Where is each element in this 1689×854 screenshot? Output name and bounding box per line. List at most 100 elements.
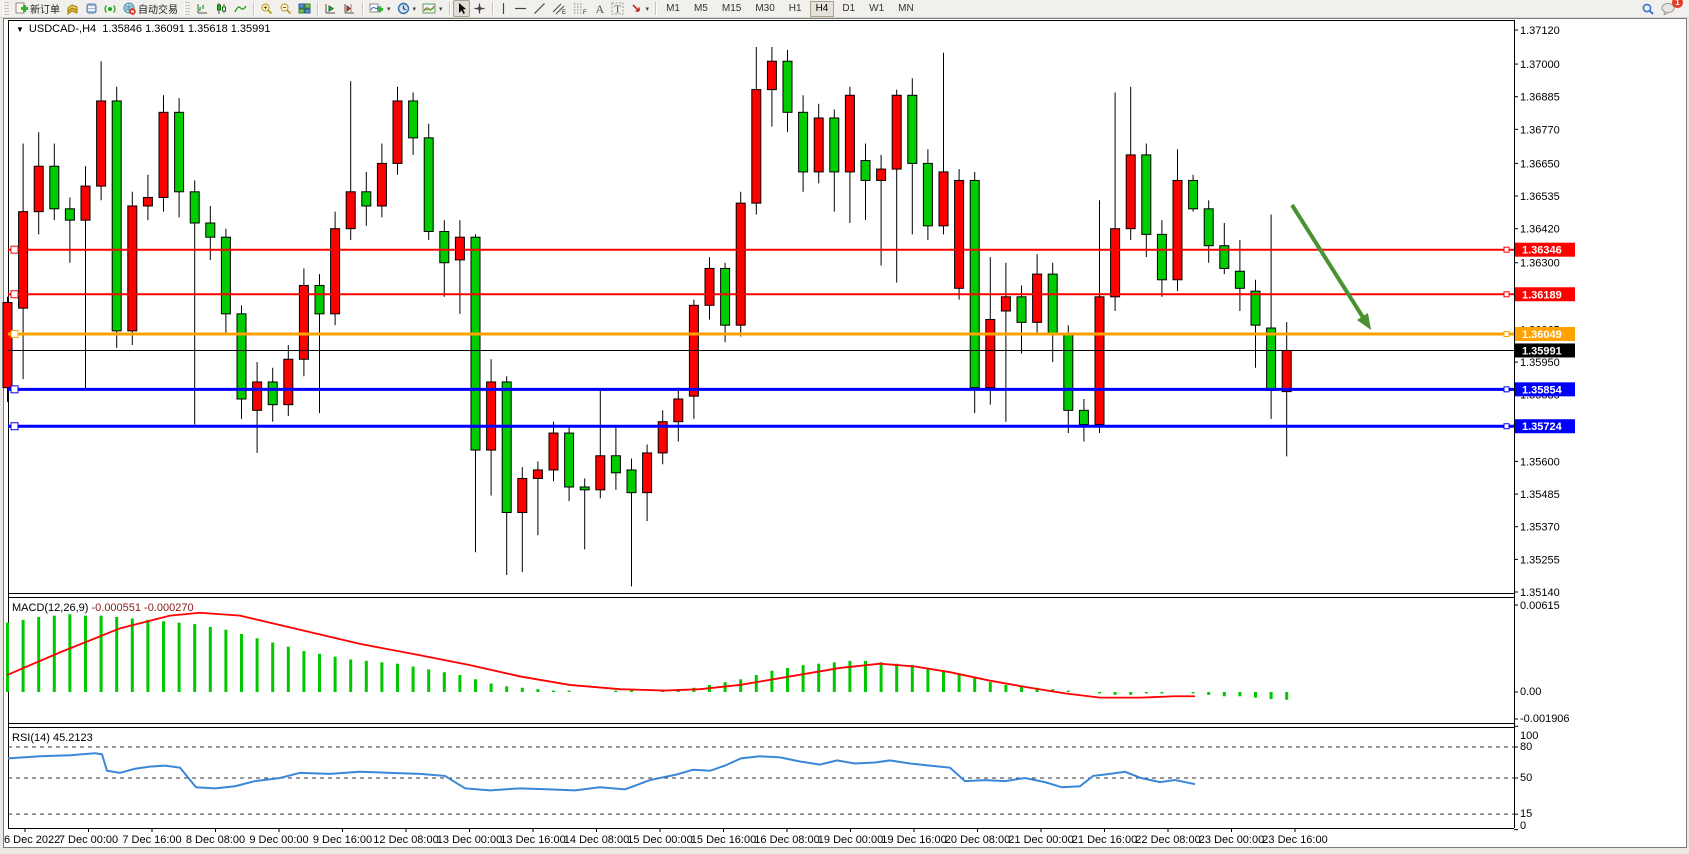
svg-text:21 Dec 00:00: 21 Dec 00:00 [1008,834,1073,846]
svg-text:1.36885: 1.36885 [1520,92,1560,104]
timeframe-W1-button[interactable]: W1 [869,2,885,14]
chat-button[interactable]: 1 [1658,0,1683,17]
templates-button[interactable]: ▾ [419,0,446,17]
tile-windows-button[interactable] [295,0,314,17]
timeframe-M5-button[interactable]: M5 [693,2,708,14]
timeframe-D1-button[interactable]: D1 [842,2,856,14]
hline-handle [1503,423,1510,430]
bear-candle [64,208,75,221]
svg-text:1.36300: 1.36300 [1520,258,1560,270]
macd-pane[interactable]: 0.00615 0.00 -0.001906 MACD(12,26,9) -0.000… [6,600,1570,725]
crosshair-button[interactable] [470,0,489,17]
annotation-arrow-head[interactable] [1356,313,1371,330]
data-window-icon [85,2,98,15]
bull-candle [876,168,887,181]
rsi-label: RSI(14) 45.2123 [12,732,93,744]
zoom-in-icon [260,2,273,15]
toolbar-separator [253,2,254,15]
autotrading-button[interactable]: 自动交易 [120,0,181,17]
hline-handle [1503,246,1510,253]
dropdown-arrow-icon[interactable]: ▾ [439,5,443,13]
arrows-button[interactable]: ▾ [627,0,653,17]
svg-text:1.35600: 1.35600 [1520,456,1560,468]
svg-text:1.36770: 1.36770 [1520,124,1560,136]
timeframe-M1-button[interactable]: M1 [666,2,680,14]
timeframe-M15-button[interactable]: M15 [721,2,742,14]
hline-objects[interactable]: 1.36346 1.36189 1.36049 1.35991 1.35854 1.357… [8,242,1575,434]
svg-text:14 Dec 08:00: 14 Dec 08:00 [564,834,629,846]
timeframe-M30-button[interactable]: M30 [755,2,775,14]
svg-text:1.36346: 1.36346 [1522,245,1562,257]
zoom-in-button[interactable] [257,0,276,17]
bull-candle [252,381,263,411]
annotation-arrow-shaft[interactable] [1290,203,1368,323]
equidistant-channel-button[interactable]: E [549,0,570,17]
bull-candle [1172,179,1183,281]
bear-candle [1203,208,1214,247]
dropdown-arrow-icon[interactable]: ▾ [645,5,650,13]
bear-candle [969,179,980,389]
dropdown-arrow-icon[interactable]: ▾ [387,5,391,13]
dropdown-arrow-icon[interactable]: ▾ [412,5,417,13]
svg-text:20 Dec 08:00: 20 Dec 08:00 [945,834,1010,846]
timeframe-H4-button[interactable]: H4 [809,0,835,17]
zoom-out-button[interactable] [276,0,295,17]
bear-candle [470,236,481,451]
chart-shift-button[interactable] [340,0,359,17]
bull-candle [2,301,13,389]
fibonacci-button[interactable]: F [570,0,591,17]
bear-candle [579,486,590,491]
toolbar-grip[interactable] [3,2,9,15]
auto-scroll-icon [324,2,337,15]
bear-candle [610,455,621,474]
trendline-button[interactable] [530,0,549,17]
indicators-icon [369,2,384,15]
navigator-button[interactable] [101,0,120,17]
navigator-icon [104,2,117,15]
periods-button[interactable]: ▾ [394,0,420,17]
fibonacci-icon: F [573,2,588,15]
timeframe-H1-button[interactable]: H1 [788,2,802,14]
bull-candle [376,162,387,207]
svg-text:1.36535: 1.36535 [1520,191,1560,203]
bear-candle [49,165,60,210]
search-icon [1641,2,1655,16]
vertical-line-button[interactable] [496,0,511,17]
bull-candle [673,398,684,423]
cursor-button[interactable] [452,0,470,17]
bull-candle [844,94,855,173]
bear-candle [626,469,637,494]
price-axis[interactable]: 1.37120 1.37000 1.36885 1.36770 1.36650 1.365… [1514,25,1560,599]
toolbar-grip[interactable] [184,2,190,15]
line-chart-button[interactable] [231,0,250,17]
svg-text:12 Dec 08:00: 12 Dec 08:00 [373,834,438,846]
zoom-out-icon [279,2,292,15]
indicators-button[interactable]: ▾ [366,0,394,17]
svg-text:15 Dec 00:00: 15 Dec 00:00 [627,834,692,846]
templates-icon [422,2,436,15]
timeframe-MN-button[interactable]: MN [898,2,914,14]
new-order-button[interactable]: 新订单 [12,0,63,17]
svg-text:19 Dec 00:00: 19 Dec 00:00 [818,834,883,846]
bull-candle [735,202,746,326]
search-button[interactable] [1638,0,1658,17]
data-window-button[interactable] [82,0,101,17]
autotrading-label: 自动交易 [138,5,178,16]
text-button[interactable]: A [591,0,608,17]
text-label-button[interactable]: T [608,0,627,17]
horizontal-line-button[interactable] [511,0,530,17]
bear-candle [1188,179,1199,210]
market-watch-icon [66,2,79,15]
collapse-triangle-icon[interactable]: ▼ [16,25,24,34]
price-tag [1515,242,1575,257]
notification-badge: 1 [1672,0,1683,8]
candlestick-chart-button[interactable] [212,0,231,17]
auto-scroll-button[interactable] [321,0,340,17]
market-watch-button[interactable] [63,0,82,17]
svg-text:13 Dec 00:00: 13 Dec 00:00 [437,834,502,846]
hline-handle [10,385,19,394]
bar-chart-button[interactable] [193,0,212,17]
